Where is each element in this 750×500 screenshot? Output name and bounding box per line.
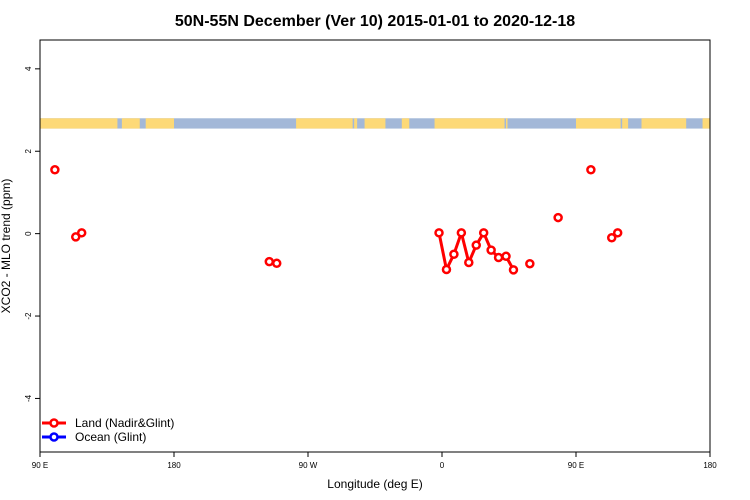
map-land-segment [506, 118, 508, 129]
map-land-segment [145, 118, 174, 129]
map-land-segment [40, 118, 118, 129]
x-axis-label: Longitude (deg E) [327, 477, 422, 491]
data-point [50, 165, 60, 175]
y-tick-label: 2 [24, 148, 33, 153]
map-land-segment [354, 118, 358, 129]
map-land-segment [296, 118, 353, 129]
data-point [264, 256, 275, 267]
data-point [271, 258, 282, 269]
map-land-segment [702, 118, 710, 129]
data-point [606, 233, 617, 243]
data-point [553, 212, 563, 223]
data-point [441, 264, 452, 275]
y-axis: -4 -2 0 2 4 [24, 66, 40, 402]
legend-label: Land (Nadir&Glint) [75, 416, 174, 430]
legend-label: Ocean (Glint) [75, 430, 146, 444]
y-axis-label: XCO2 - MLO trend (ppm) [0, 179, 13, 314]
legend: Land (Nadir&Glint)Ocean (Glint) [42, 416, 174, 444]
x-tick-label: 90 E [32, 461, 48, 470]
x-tick-label: 90 W [299, 461, 318, 470]
map-land-segment [364, 118, 386, 129]
data-point [501, 251, 511, 262]
legend-marker [49, 432, 59, 442]
map-land-segment [576, 118, 621, 129]
map-land-segment [401, 118, 410, 129]
map-strip [40, 118, 710, 129]
x-tick-label: 180 [167, 461, 181, 470]
data-point [456, 228, 467, 238]
map-land-segment [434, 118, 505, 129]
data-point [449, 249, 459, 259]
data-point [464, 257, 474, 268]
map-land-segment [622, 118, 629, 129]
x-axis: 90 E 180 90 W 0 90 E 180 [32, 452, 717, 470]
data-point [486, 245, 496, 255]
map-land-segment [121, 118, 140, 129]
data-point [478, 228, 489, 238]
x-tick-label: 0 [440, 461, 445, 470]
data-point [434, 228, 444, 238]
legend-marker [49, 418, 59, 428]
data-point [76, 228, 87, 238]
data-point [508, 265, 519, 275]
x-tick-label: 180 [703, 461, 717, 470]
y-tick-label: -4 [24, 394, 33, 402]
data-point [471, 240, 481, 250]
plot-frame [39, 39, 711, 453]
series-layer [50, 165, 623, 275]
data-point [612, 228, 623, 238]
data-point [525, 258, 535, 269]
map-land-segment [641, 118, 687, 129]
data-point [493, 252, 504, 263]
chart-title: 50N-55N December (Ver 10) 2015-01-01 to … [175, 13, 575, 30]
y-tick-label: 0 [24, 231, 33, 236]
data-point [586, 165, 596, 175]
x-tick-label: 90 E [568, 461, 584, 470]
y-tick-label: 4 [24, 66, 33, 71]
data-point [70, 232, 81, 242]
y-tick-label: -2 [24, 312, 33, 320]
